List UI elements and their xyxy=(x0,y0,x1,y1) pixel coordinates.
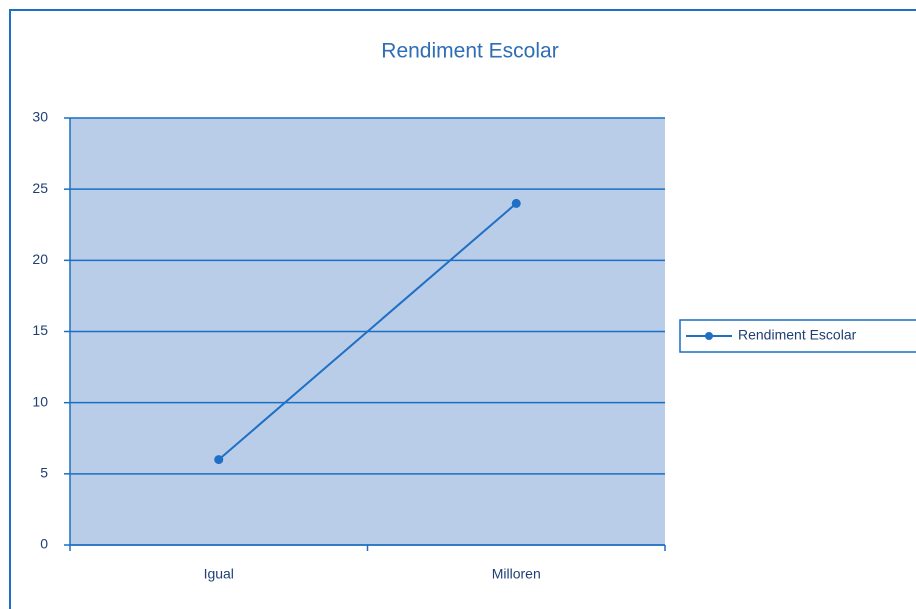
data-point xyxy=(511,198,521,208)
chart-title: Rendiment Escolar xyxy=(381,40,558,63)
data-point xyxy=(214,455,224,465)
legend-label: Rendiment Escolar xyxy=(738,327,857,343)
series-line xyxy=(218,202,517,461)
legend-marker xyxy=(705,332,713,340)
y-tick-label: 15 xyxy=(32,322,48,338)
y-tick-label: 20 xyxy=(32,251,48,267)
y-tick-label: 10 xyxy=(32,393,48,409)
y-tick-label: 0 xyxy=(40,536,48,552)
y-tick-label: 30 xyxy=(32,109,48,125)
y-tick-label: 25 xyxy=(32,180,48,196)
x-tick-label: Milloren xyxy=(492,566,541,582)
y-tick-label: 5 xyxy=(40,465,48,481)
x-tick-label: Igual xyxy=(204,566,234,582)
